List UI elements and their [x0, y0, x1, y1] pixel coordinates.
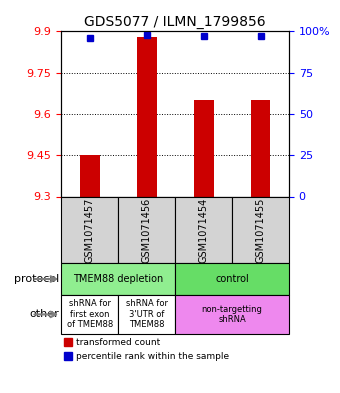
Text: GSM1071454: GSM1071454 [199, 197, 208, 263]
Bar [251, 100, 271, 196]
FancyBboxPatch shape [175, 295, 289, 334]
Title: GDS5077 / ILMN_1799856: GDS5077 / ILMN_1799856 [84, 15, 266, 29]
FancyBboxPatch shape [118, 196, 175, 263]
Text: GSM1071456: GSM1071456 [142, 197, 152, 263]
FancyBboxPatch shape [61, 295, 118, 334]
Bar [137, 37, 157, 197]
FancyBboxPatch shape [175, 196, 232, 263]
Text: GSM1071455: GSM1071455 [256, 197, 266, 263]
Text: other: other [29, 309, 59, 320]
Text: non-targetting
shRNA: non-targetting shRNA [202, 305, 262, 324]
FancyBboxPatch shape [118, 295, 175, 334]
Bar [193, 100, 214, 196]
FancyBboxPatch shape [61, 263, 175, 295]
Text: shRNA for
first exon
of TMEM88: shRNA for first exon of TMEM88 [67, 299, 113, 329]
Text: protocol: protocol [14, 274, 59, 284]
Text: shRNA for
3'UTR of
TMEM88: shRNA for 3'UTR of TMEM88 [125, 299, 168, 329]
Text: GSM1071457: GSM1071457 [85, 197, 95, 263]
Bar [80, 155, 100, 196]
Text: TMEM88 depletion: TMEM88 depletion [73, 274, 163, 284]
FancyBboxPatch shape [61, 196, 118, 263]
FancyBboxPatch shape [232, 196, 289, 263]
FancyBboxPatch shape [175, 263, 289, 295]
Legend: transformed count, percentile rank within the sample: transformed count, percentile rank withi… [61, 334, 232, 364]
Text: control: control [215, 274, 249, 284]
